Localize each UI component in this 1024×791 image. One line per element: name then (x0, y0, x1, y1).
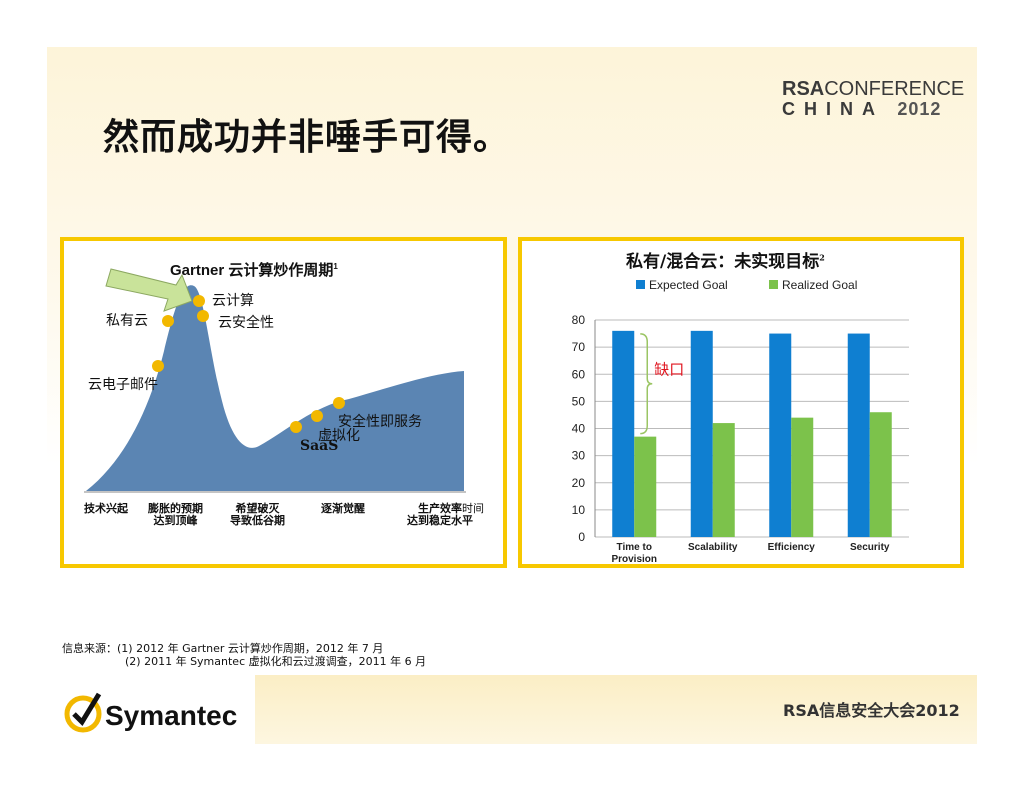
source-line-2: (2) 2011 年 Symantec 虚拟化和云过渡调查，2011 年 6 月 (125, 655, 427, 668)
bar-0-3 (847, 333, 870, 537)
point-cloud-computing (193, 295, 205, 307)
y-tick-label: 20 (572, 476, 586, 490)
slide-title: 然而成功并非唾手可得。 (103, 116, 511, 158)
source-note: 信息来源：(1) 2012 年 Gartner 云计算炒作周期，2012 年 7… (62, 642, 426, 668)
point-cloud-email (152, 360, 164, 372)
point-cloud-security (197, 310, 209, 322)
label-private-cloud: 私有云 (106, 313, 148, 329)
bar-0-0 (612, 330, 635, 537)
y-tick-label: 30 (572, 449, 586, 463)
legend-label-0: Expected Goal (649, 278, 728, 292)
point-private-cloud (162, 315, 174, 327)
x-tick-label: Time to (617, 542, 652, 553)
y-tick-label: 60 (572, 367, 586, 381)
x-tick-label: Provision (611, 554, 657, 564)
y-tick-label: 70 (572, 340, 586, 354)
bar-1-3 (869, 412, 892, 537)
footer-band (255, 675, 977, 744)
chart-title: 私有/混合云：未实现目标2 (626, 247, 825, 272)
axis-time-label: 时间 (462, 502, 484, 515)
bar-1-2 (791, 417, 814, 537)
label-cloud-computing: 云计算 (212, 293, 254, 309)
hype-curve (86, 285, 464, 491)
legend-label-1: Realized Goal (782, 278, 857, 292)
point-saas (290, 421, 302, 433)
stage-trough: 希望破灭 导致低谷期 (230, 502, 285, 527)
bar-0-1 (690, 330, 713, 537)
chart-title-text: 私有/混合云：未实现目标 (626, 252, 820, 272)
symantec-check-icon: Symantec (64, 692, 237, 733)
y-tick-label: 10 (572, 503, 586, 517)
y-tick-label: 80 (572, 313, 586, 327)
symantec-logo: Symantec (63, 690, 243, 742)
label-saas: SaaS (300, 438, 339, 454)
source-line-1: 信息来源：(1) 2012 年 Gartner 云计算炒作周期，2012 年 7… (62, 642, 384, 655)
stage-peak: 膨胀的预期 达到顶峰 (148, 502, 203, 527)
legend-swatch-1 (769, 280, 778, 289)
label-security-as-service: 安全性即服务 (338, 414, 422, 430)
hype-cycle-panel: Gartner 云计算炒作周期1 云计算 私有云 云安全性 云电子邮件 安全性即… (60, 237, 507, 568)
bar-1-0 (634, 436, 657, 537)
point-security-as-service (333, 397, 345, 409)
y-tick-label: 50 (572, 394, 586, 408)
gap-annotation: 缺口 (654, 360, 684, 378)
x-tick-label: Efficiency (768, 542, 816, 553)
legend-swatch-0 (636, 280, 645, 289)
hype-cycle-title: Gartner 云计算炒作周期1 (170, 259, 338, 280)
bar-1-1 (712, 423, 735, 537)
hype-title-text: Gartner 云计算炒作周期 (170, 262, 334, 279)
x-tick-label: Scalability (688, 542, 738, 553)
logo-rsa: RSA (782, 78, 825, 100)
stage-trigger: 技术兴起 (84, 502, 128, 515)
label-cloud-security: 云安全性 (218, 315, 274, 331)
x-tick-label: Security (850, 542, 890, 553)
logo-china: CHINA (782, 99, 884, 119)
bar-chart-panel: 私有/混合云：未实现目标2 Expected Goal Realized Goal… (518, 237, 964, 568)
hype-cycle-graphic (84, 268, 466, 493)
logo-conference: CONFERENCE (824, 78, 965, 100)
y-tick-label: 0 (578, 530, 585, 544)
point-virtualization (311, 410, 323, 422)
label-virtualization: 虚拟化 (318, 428, 360, 444)
gap-bracket (640, 333, 653, 435)
logo-year: 2012 (897, 99, 942, 119)
label-cloud-email: 云电子邮件 (88, 377, 158, 393)
hype-title-sup: 1 (333, 262, 338, 271)
bar-chart: Expected Goal Realized Goal 0 10 20 30 40 50 60 7… (572, 278, 909, 564)
symantec-wordmark: Symantec (105, 700, 237, 731)
y-tick-label: 40 (572, 422, 586, 436)
bar-0-2 (769, 333, 792, 537)
footer-rsa-conference: RSA信息安全大会2012 (783, 701, 960, 720)
gartner-arrow-icon (105, 268, 193, 312)
stage-plateau: 生产效率 达到稳定水平 (407, 502, 473, 527)
chart-title-sup: 2 (819, 252, 825, 263)
stage-slope: 逐渐觉醒 (321, 502, 365, 515)
rsa-conference-logo: RSACONFERENCE CHINA 2012 (782, 78, 964, 120)
